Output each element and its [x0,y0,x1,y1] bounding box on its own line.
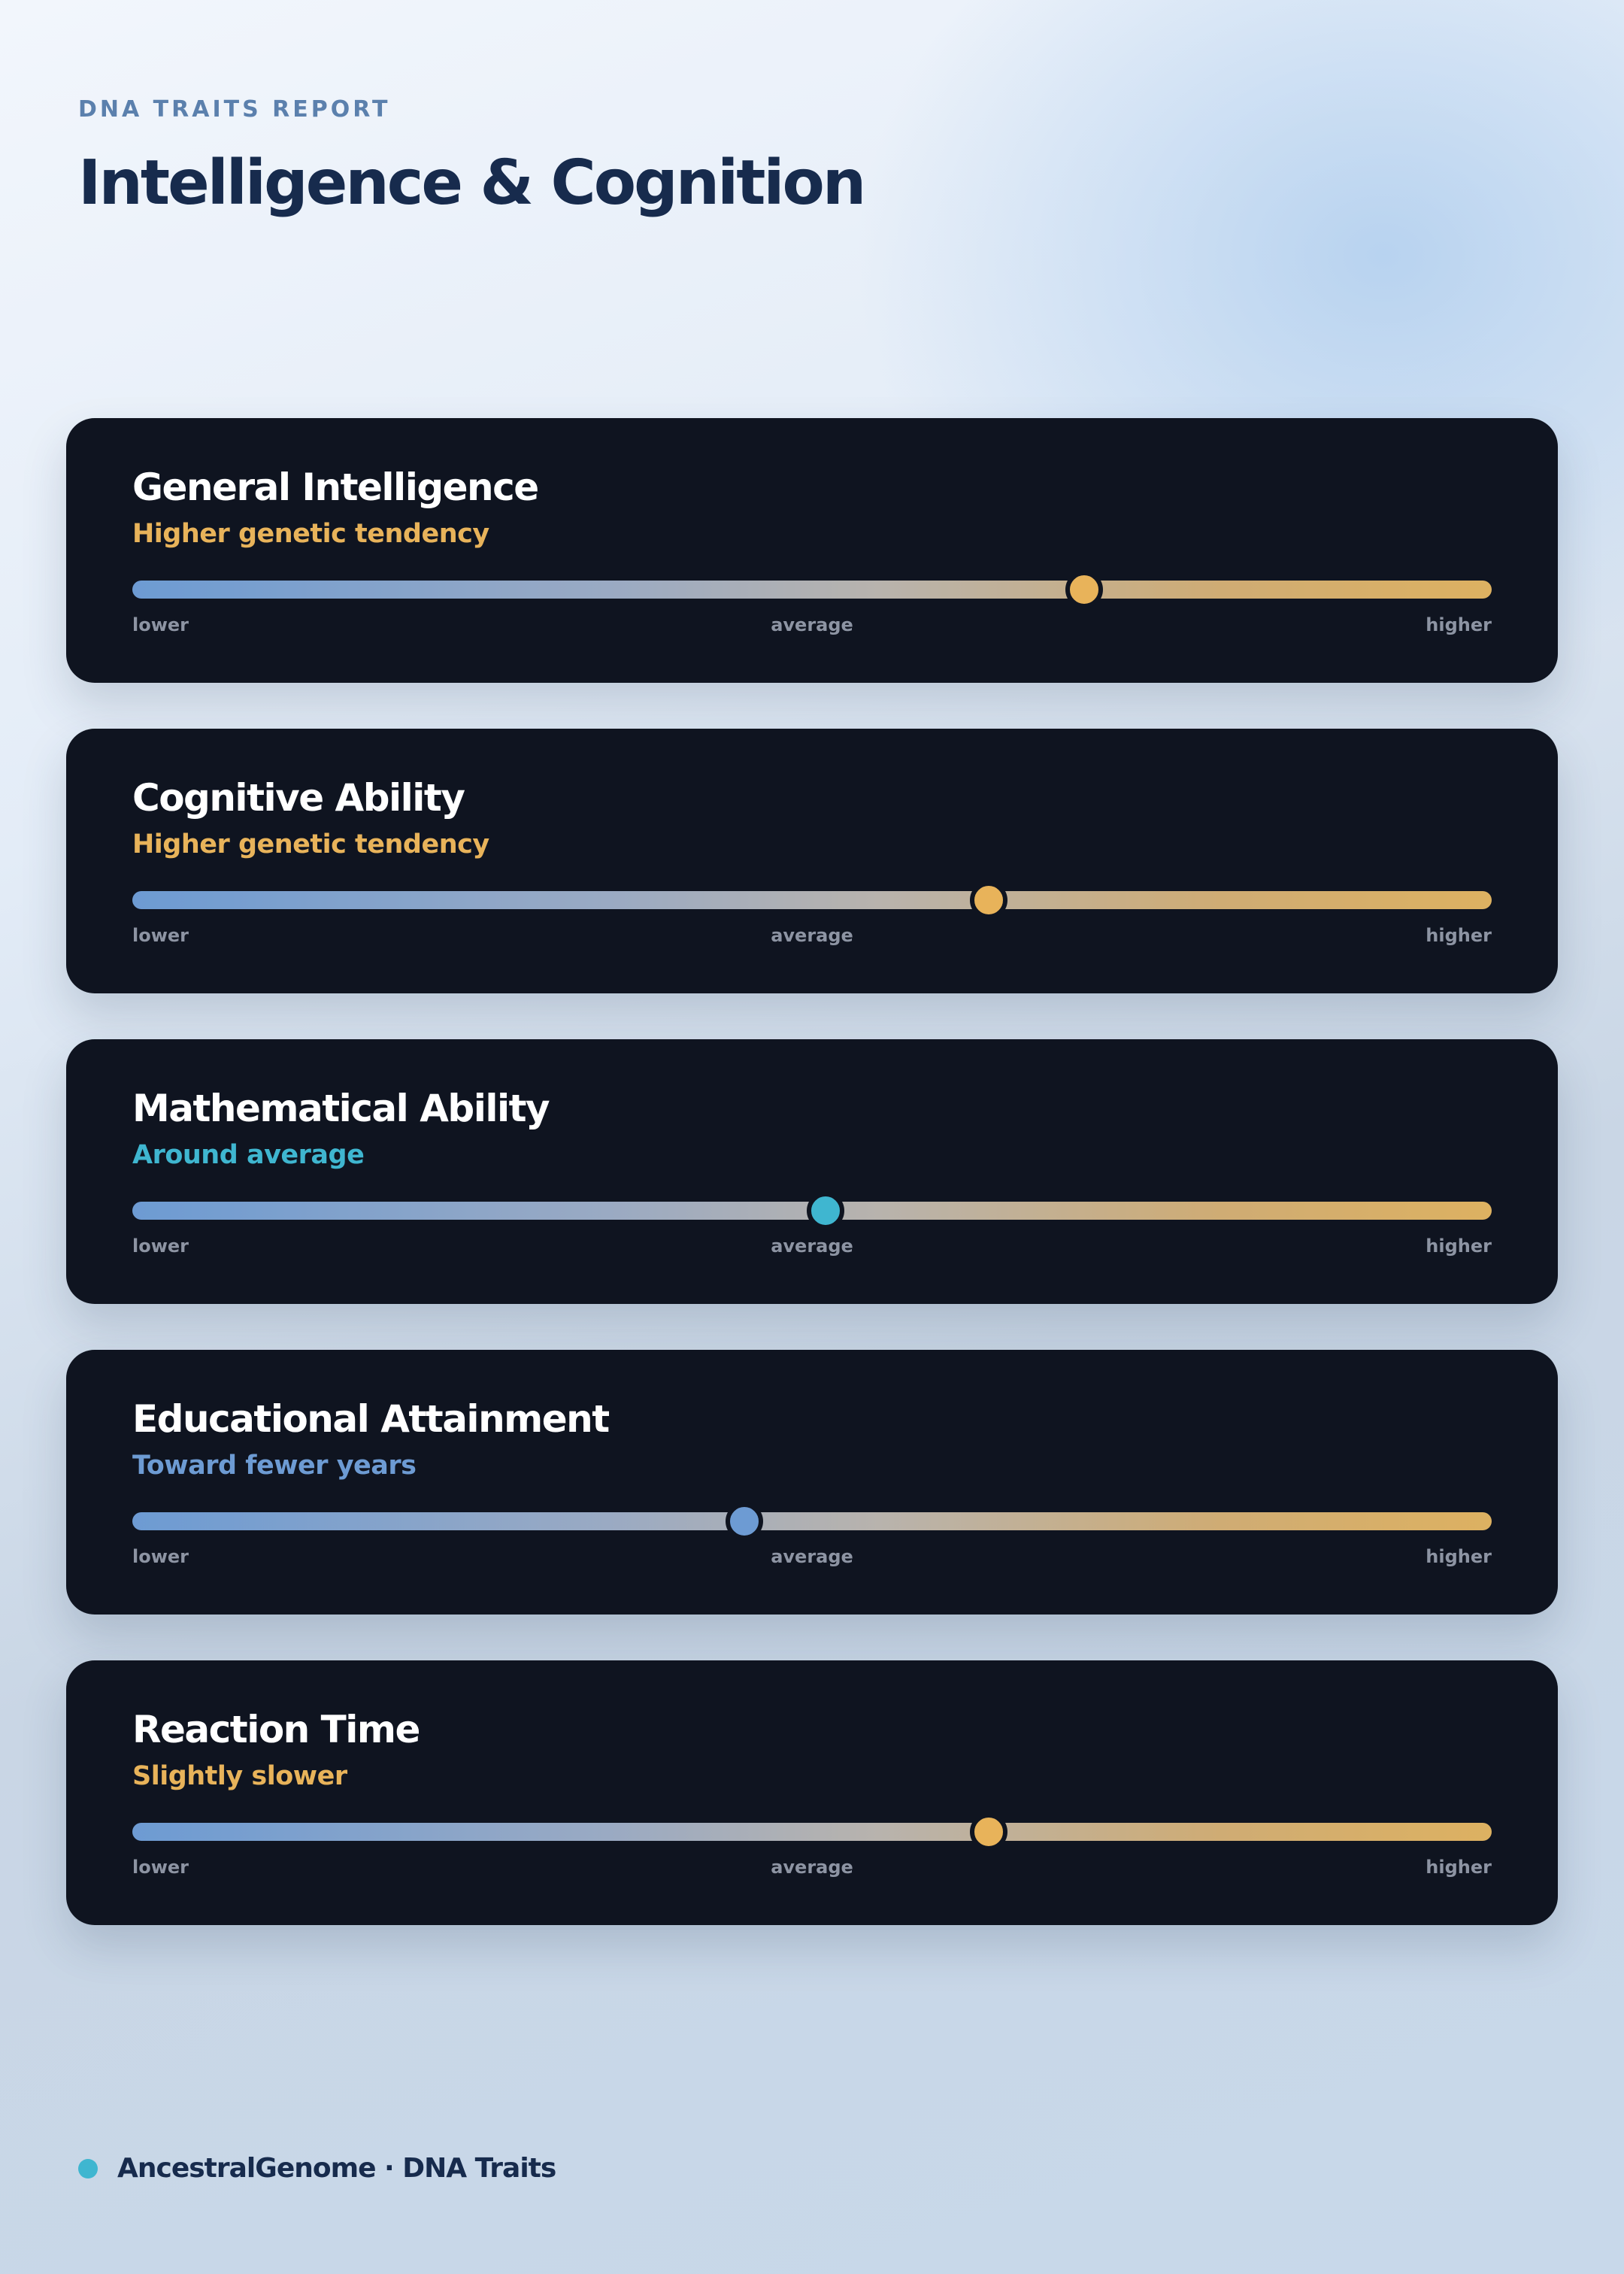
report-header: DNA TRAITS REPORT Intelligence & Cogniti… [78,95,866,221]
scale-label-average: average [771,1857,853,1878]
trait-scale-bar [132,571,1492,608]
scale-label-higher: higher [1426,1236,1492,1257]
trait-marker [1065,571,1103,608]
scale-label-lower: lower [132,925,189,946]
scale-label-higher: higher [1426,1857,1492,1878]
trait-card-list: General Intelligence Higher genetic tend… [66,418,1558,1971]
trait-result: Toward fewer years [132,1451,417,1481]
trait-scale-bar [132,1502,1492,1540]
trait-result: Higher genetic tendency [132,829,489,860]
brand-footer: AncestralGenome · DNA Traits [78,2152,556,2185]
scale-label-average: average [771,1236,853,1257]
scale-label-lower: lower [132,1857,189,1878]
scale-label-average: average [771,925,853,946]
trait-title: Educational Attainment [132,1397,610,1441]
scale-label-higher: higher [1426,614,1492,635]
trait-marker [725,1502,763,1540]
trait-scale-bar [132,1192,1492,1229]
scale-label-average: average [771,614,853,635]
scale-label-average: average [771,1546,853,1567]
trait-scale-bar [132,881,1492,919]
trait-title: General Intelligence [132,465,539,509]
trait-card-general-intelligence: General Intelligence Higher genetic tend… [66,418,1558,683]
trait-result: Higher genetic tendency [132,519,489,549]
trait-card-mathematical-ability: Mathematical Ability Around average lowe… [66,1039,1558,1304]
trait-marker [970,881,1008,919]
brand-dot-icon [78,2159,98,2178]
trait-marker [807,1192,845,1229]
trait-card-educational-attainment: Educational Attainment Toward fewer year… [66,1350,1558,1615]
trait-title: Reaction Time [132,1708,420,1751]
brand-name: AncestralGenome · DNA Traits [117,2153,556,2184]
report-eyebrow: DNA TRAITS REPORT [78,96,391,123]
scale-label-lower: lower [132,1546,189,1567]
scale-label-lower: lower [132,614,189,635]
scale-label-higher: higher [1426,925,1492,946]
trait-result: Around average [132,1140,365,1170]
scale-label-higher: higher [1426,1546,1492,1567]
trait-title: Mathematical Ability [132,1087,550,1130]
page-title: Intelligence & Cognition [78,147,866,219]
trait-card-reaction-time: Reaction Time Slightly slower lower aver… [66,1660,1558,1925]
trait-marker [970,1813,1008,1851]
scale-label-lower: lower [132,1236,189,1257]
trait-title: Cognitive Ability [132,776,465,820]
trait-card-cognitive-ability: Cognitive Ability Higher genetic tendenc… [66,729,1558,993]
trait-result: Slightly slower [132,1761,347,1791]
trait-scale-bar [132,1813,1492,1851]
